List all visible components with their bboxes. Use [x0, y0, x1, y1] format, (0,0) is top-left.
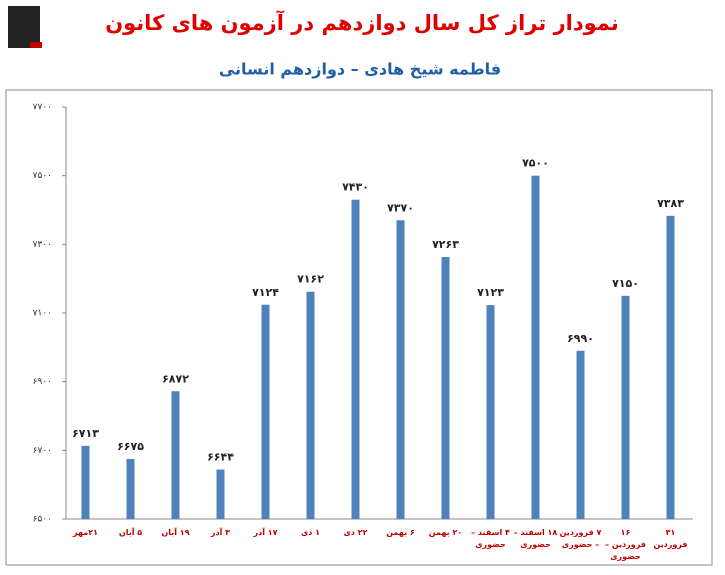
x-tick-label: ۲۰ بهمن — [428, 528, 463, 537]
x-tick-label: ۱۶ فروردین – حضوری — [605, 528, 646, 561]
x-tick-label: ۱۸ اسفند – حضوری — [513, 528, 558, 549]
plot-frame — [5, 89, 713, 566]
bar — [621, 295, 630, 519]
logo-badge — [30, 42, 42, 48]
bar — [441, 257, 450, 519]
bar — [351, 199, 360, 519]
x-tick-label: ۱ دی — [300, 528, 321, 537]
logo — [8, 6, 40, 48]
y-tick-label: ۷۳۰۰ — [33, 240, 52, 250]
x-tick-label: ۳۱ فروردین — [653, 528, 688, 549]
bar — [306, 291, 315, 519]
x-tick-label: ۱۷ آذر — [253, 528, 278, 537]
x-tick-label: ۶ بهمن — [386, 528, 415, 537]
value-label: ۶۹۹۰ — [567, 332, 594, 345]
y-tick-label: ۷۱۰۰ — [33, 309, 52, 319]
y-tick-label: ۶۷۰۰ — [33, 446, 52, 456]
y-tick-label: ۷۵۰۰ — [33, 171, 52, 181]
value-label: ۶۷۱۳ — [72, 427, 99, 440]
chart-subtitle: فاطمه شیخ هادی – دوازدهم انسانی — [219, 60, 501, 79]
bar — [171, 391, 180, 519]
bar — [126, 458, 135, 519]
bar — [531, 175, 540, 519]
x-tick-label: ۱۹ آبان — [161, 528, 190, 537]
chart-title: نمودار تراز کل سال دوازدهم در آزمون های … — [105, 10, 619, 35]
x-tick-label: ۲۲ دی — [343, 528, 368, 537]
bar — [81, 445, 90, 519]
value-label: ۷۳۷۰ — [387, 201, 414, 214]
x-tick-label: ۷ فروردین – حضوری — [559, 528, 602, 549]
bar — [396, 220, 405, 520]
value-label: ۷۱۶۲ — [297, 273, 324, 286]
x-tick-label: ۳ آذر — [210, 528, 231, 537]
value-label: ۶۸۷۲ — [162, 372, 189, 385]
bar — [261, 304, 270, 519]
value-label: ۷۵۰۰ — [522, 157, 549, 170]
bar — [666, 215, 675, 519]
value-label: ۷۳۸۳ — [657, 197, 684, 210]
value-label: ۷۴۳۰ — [342, 181, 369, 194]
value-label: ۷۱۵۰ — [612, 277, 639, 290]
x-tick-label: ۵ آبان — [118, 528, 143, 537]
bar — [216, 469, 225, 519]
value-label: ۶۶۷۵ — [117, 440, 144, 453]
value-label: ۷۲۶۳ — [432, 238, 459, 251]
y-tick-label: ۷۷۰۰ — [33, 103, 52, 113]
bar — [486, 305, 495, 519]
y-tick-label: ۶۹۰۰ — [33, 377, 52, 387]
value-label: ۷۱۲۳ — [477, 286, 504, 299]
bar — [576, 350, 585, 519]
value-label: ۷۱۲۴ — [252, 286, 279, 299]
x-tick-label: ۴ اسفند – حضوری — [471, 528, 510, 549]
value-label: ۶۶۴۴ — [207, 451, 234, 464]
x-tick-label: ۲۱مهر — [73, 528, 98, 537]
y-tick-label: ۶۵۰۰ — [33, 515, 52, 525]
